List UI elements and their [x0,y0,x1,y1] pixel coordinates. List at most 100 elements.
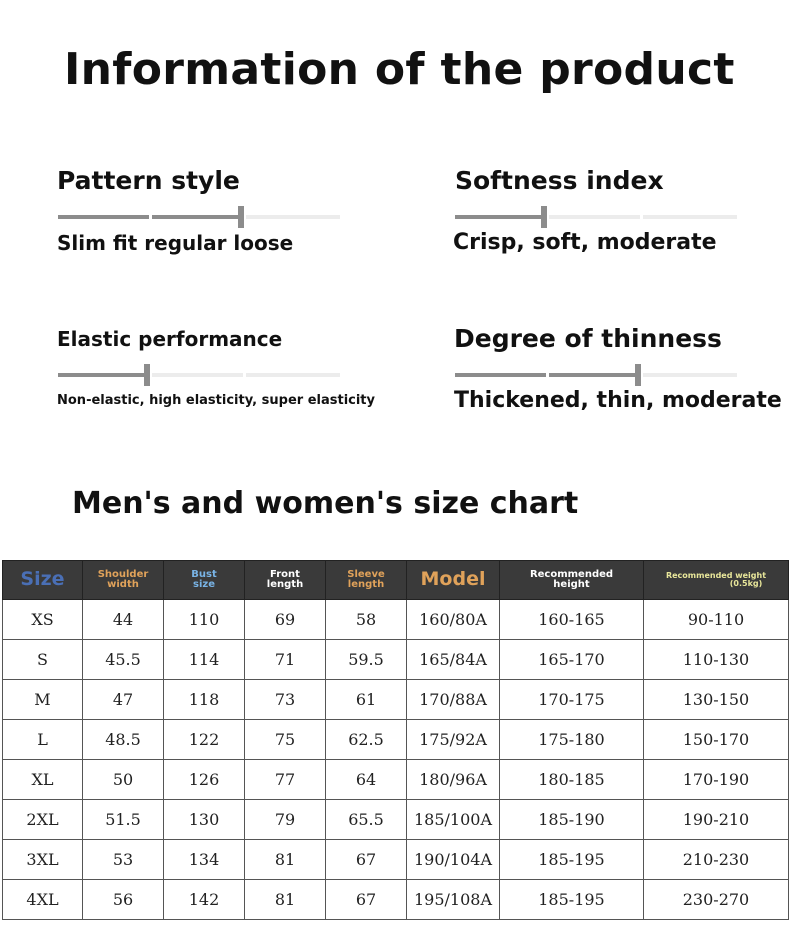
header-model-text: Model [420,568,486,591]
scale-segment [455,215,546,219]
recommended-weight-cell: 190-210 [643,799,789,840]
header-size-text: Size [20,568,65,591]
size-cell: XL [2,759,83,800]
model-cell: 175/92A [406,719,500,760]
header-text: Shoulder [97,568,149,580]
bust-size-cell: 110 [163,599,245,640]
sleeve-length-cell: 65.5 [325,799,407,840]
size-cell: M [2,679,83,720]
size-cell: 4XL [2,879,83,920]
header-text: length [347,579,385,590]
softness-index-options: Crisp, soft, moderate [453,230,717,255]
scale-segment [152,373,243,377]
header-sleeve-length: Sleeve length [325,560,407,600]
shoulder-width-cell: 56 [82,879,164,920]
softness-index-scale [455,206,737,228]
degree-of-thinness-scale [455,364,737,386]
model-cell: 190/104A [406,839,500,880]
recommended-weight-cell: 170-190 [643,759,789,800]
scale-segment [152,215,243,219]
sleeve-length-cell: 58 [325,599,407,640]
header-text: (0.5kg) [729,579,763,588]
table-row: L 48.5 122 75 62.5 175/92A 175-180 150-1… [2,719,789,760]
pattern-style-label: Pattern style [57,166,240,195]
scale-segment [58,373,149,377]
header-text: Recommended weight [665,570,767,580]
table-row: XS 44 110 69 58 160/80A 160-165 90-110 [2,599,789,640]
size-cell: XS [2,599,83,640]
recommended-height-cell: 185-190 [499,799,644,840]
header-text: height [553,579,590,590]
model-cell: 160/80A [406,599,500,640]
table-row: 4XL 56 142 81 67 195/108A 185-195 230-27… [2,879,789,920]
scale-segment [549,215,640,219]
front-length-cell: 75 [244,719,326,760]
sleeve-length-cell: 62.5 [325,719,407,760]
header-front-length: Front length [244,560,326,600]
shoulder-width-cell: 53 [82,839,164,880]
scale-segment [643,373,737,377]
recommended-height-cell: 180-185 [499,759,644,800]
recommended-weight-cell: 130-150 [643,679,789,720]
page-title: Information of the product [64,44,735,95]
elastic-performance-scale [58,364,340,386]
size-chart-header-row: Size Shoulder width Bust size Front leng… [2,560,789,600]
scale-marker [144,364,150,386]
elastic-performance-label: Elastic performance [57,327,283,351]
header-text: Recommended [529,568,614,580]
bust-size-cell: 134 [163,839,245,880]
size-cell: 3XL [2,839,83,880]
sleeve-length-cell: 64 [325,759,407,800]
sleeve-length-cell: 67 [325,839,407,880]
shoulder-width-cell: 51.5 [82,799,164,840]
front-length-cell: 81 [244,879,326,920]
recommended-height-cell: 170-175 [499,679,644,720]
size-chart-title: Men's and women's size chart [72,486,579,521]
scale-segment [58,215,149,219]
recommended-height-cell: 185-195 [499,839,644,880]
shoulder-width-cell: 44 [82,599,164,640]
model-cell: 170/88A [406,679,500,720]
shoulder-width-cell: 50 [82,759,164,800]
sleeve-length-cell: 61 [325,679,407,720]
table-row: XL 50 126 77 64 180/96A 180-185 170-190 [2,759,789,800]
front-length-cell: 79 [244,799,326,840]
size-cell: L [2,719,83,760]
recommended-weight-cell: 110-130 [643,639,789,680]
front-length-cell: 71 [244,639,326,680]
scale-segment [549,373,640,377]
model-cell: 185/100A [406,799,500,840]
scale-segment [455,373,546,377]
header-recommended-height: Recommended height [499,560,644,600]
shoulder-width-cell: 48.5 [82,719,164,760]
recommended-weight-cell: 150-170 [643,719,789,760]
size-chart-table: Size Shoulder width Bust size Front leng… [2,560,789,920]
recommended-weight-cell: 230-270 [643,879,789,920]
elastic-performance-options: Non-elastic, high elasticity, super elas… [57,393,375,408]
scale-marker [541,206,547,228]
softness-index-label: Softness index [455,166,664,195]
header-text: length [266,579,304,590]
header-bust-size: Bust size [163,560,245,600]
table-row: 3XL 53 134 81 67 190/104A 185-195 210-23… [2,839,789,880]
recommended-weight-cell: 90-110 [643,599,789,640]
front-length-cell: 77 [244,759,326,800]
scale-segment [643,215,737,219]
pattern-style-options: Slim fit regular loose [57,231,294,255]
header-model: Model [406,560,500,600]
front-length-cell: 69 [244,599,326,640]
bust-size-cell: 118 [163,679,245,720]
front-length-cell: 81 [244,839,326,880]
bust-size-cell: 122 [163,719,245,760]
table-row: S 45.5 114 71 59.5 165/84A 165-170 110-1… [2,639,789,680]
recommended-height-cell: 185-195 [499,879,644,920]
sleeve-length-cell: 67 [325,879,407,920]
table-row: 2XL 51.5 130 79 65.5 185/100A 185-190 19… [2,799,789,840]
header-size: Size [2,560,83,600]
bust-size-cell: 126 [163,759,245,800]
recommended-height-cell: 165-170 [499,639,644,680]
model-cell: 165/84A [406,639,500,680]
pattern-style-scale [58,206,340,228]
header-text: Sleeve [347,568,385,580]
scale-segment [246,373,340,377]
